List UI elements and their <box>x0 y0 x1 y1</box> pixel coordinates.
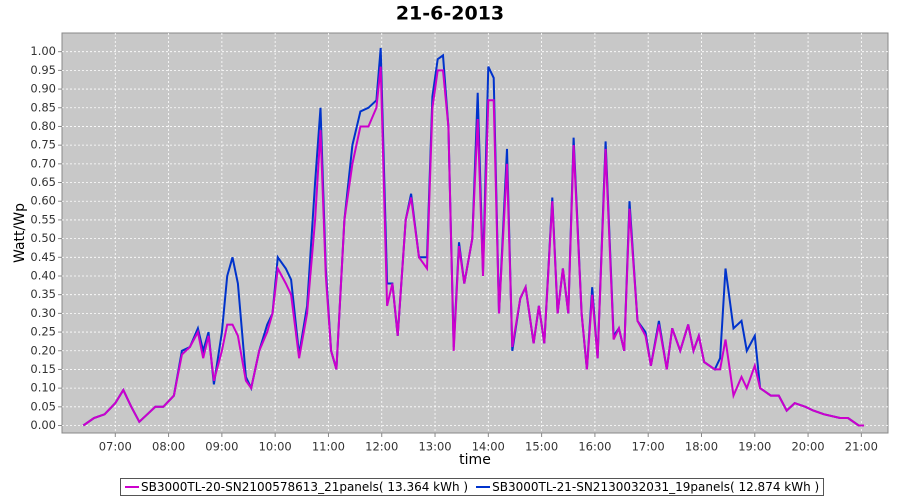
legend-item: SB3000TL-21-SN2130032031_19panels( 12.87… <box>476 480 819 494</box>
y-tick-label: 0.90 <box>30 82 56 96</box>
x-tick-label: 20:00 <box>791 440 824 454</box>
y-axis-label: Watt/Wp <box>12 203 28 263</box>
y-tick-label: 0.20 <box>30 343 56 357</box>
x-tick-label: 08:00 <box>152 440 185 454</box>
legend-item: SB3000TL-20-SN2100578613_21panels( 13.36… <box>125 480 468 494</box>
y-tick-label: 0.35 <box>30 287 56 301</box>
legend-label: SB3000TL-20-SN2100578613_21panels( 13.36… <box>141 480 469 494</box>
y-tick-label: 0.65 <box>30 175 56 189</box>
x-tick-label: 18:00 <box>685 440 718 454</box>
y-tick-label: 0.40 <box>30 268 56 282</box>
legend-swatch <box>125 486 139 488</box>
y-tick-label: 0.80 <box>30 119 56 133</box>
plot-area <box>61 32 889 434</box>
y-tick-label: 0.55 <box>30 212 56 226</box>
y-tick-label: 0.60 <box>30 194 56 208</box>
x-tick-label: 19:00 <box>738 440 771 454</box>
x-tick-label: 09:00 <box>205 440 238 454</box>
x-tick-label: 13:00 <box>418 440 451 454</box>
y-tick-label: 0.95 <box>30 63 56 77</box>
y-tick-label: 0.75 <box>30 138 56 152</box>
x-tick-label: 07:00 <box>99 440 132 454</box>
chart-title: 21-6-2013 <box>396 3 504 25</box>
x-tick-label: 14:00 <box>472 440 505 454</box>
legend-swatch <box>476 486 491 488</box>
legend-label: SB3000TL-21-SN2130032031_19panels( 12.87… <box>492 480 820 494</box>
x-tick-label: 21:00 <box>845 440 878 454</box>
y-tick-label: 0.05 <box>30 399 56 413</box>
x-tick-label: 10:00 <box>259 440 292 454</box>
series-line <box>82 66 864 427</box>
x-tick-label: 16:00 <box>578 440 611 454</box>
legend: SB3000TL-20-SN2100578613_21panels( 13.36… <box>120 478 825 496</box>
y-tick-label: 0.25 <box>30 325 56 339</box>
y-tick-label: 0.85 <box>30 100 56 114</box>
y-tick-label: 0.00 <box>30 418 56 432</box>
x-tick-label: 15:00 <box>525 440 558 454</box>
y-tick-label: 0.10 <box>30 381 56 395</box>
y-tick-label: 0.30 <box>30 306 56 320</box>
x-tick-label: 11:00 <box>312 440 345 454</box>
y-tick-label: 0.50 <box>30 231 56 245</box>
y-tick-label: 0.70 <box>30 156 56 170</box>
y-tick-label: 1.00 <box>30 44 56 58</box>
x-axis-label: time <box>459 452 491 468</box>
x-tick-label: 12:00 <box>365 440 398 454</box>
x-tick-label: 17:00 <box>632 440 665 454</box>
y-tick-label: 0.45 <box>30 250 56 264</box>
y-tick-label: 0.15 <box>30 362 56 376</box>
